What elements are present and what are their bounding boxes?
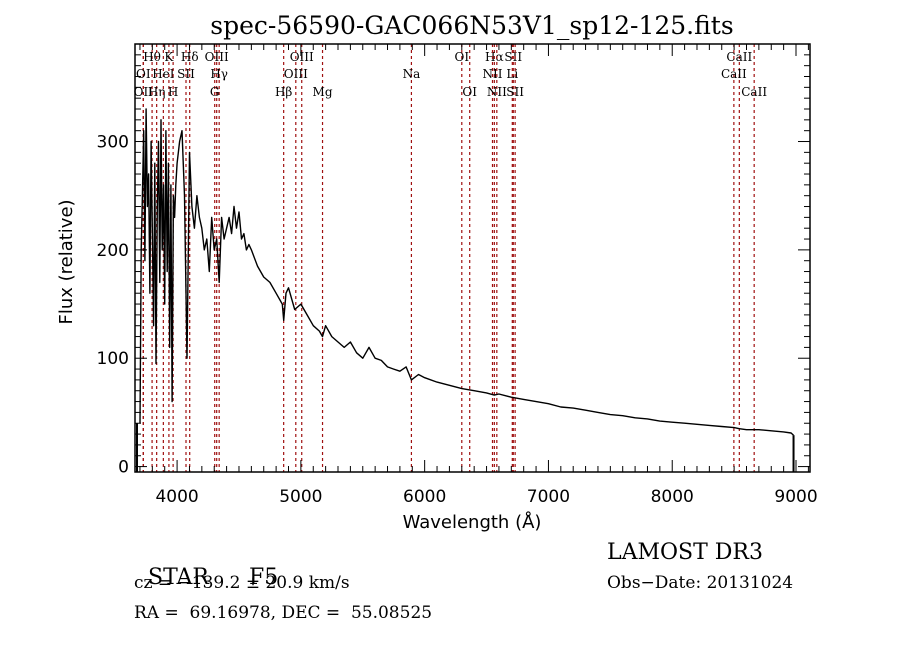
class-label: STAR <box>148 565 209 590</box>
line-marker-label: NII <box>487 85 507 99</box>
line-marker-label: OIII <box>284 67 308 81</box>
line-marker-label: OI <box>455 50 470 64</box>
line-marker-label: OI <box>462 85 477 99</box>
object-class: STAR F5 <box>134 540 278 590</box>
line-marker-label: CaII <box>726 50 752 64</box>
spectrum-layer <box>136 108 795 472</box>
x-tick-label: 6000 <box>403 487 446 507</box>
x-tick-label: 8000 <box>651 487 694 507</box>
chart-title: spec-56590-GAC066N53V1_sp12-125.fits <box>210 11 733 40</box>
line-marker-label: NII <box>482 67 502 81</box>
line-marker-label: SII <box>177 67 195 81</box>
line-marker-label: OI <box>136 67 151 81</box>
line-marker-label: Na <box>403 67 421 81</box>
x-axis-label: Wavelength (Å) <box>403 511 542 533</box>
y-tick-label: 0 <box>118 458 129 478</box>
obs-date: Obs−Date: 20131024 <box>607 573 794 593</box>
line-marker-label: Hη <box>148 85 166 99</box>
y-tick-label: 100 <box>97 349 129 369</box>
line-marker-label: Li <box>506 67 518 81</box>
y-axis-label: Flux (relative) <box>56 199 77 324</box>
plot-axes: 4000 5000 6000 7000 8000 9000 0 100 200 300 <box>97 43 818 507</box>
line-marker-label: K <box>164 50 174 64</box>
line-marker-label: Hδ <box>181 50 199 64</box>
line-marker-label: Hα <box>485 50 504 64</box>
y-tick-label: 200 <box>97 241 129 261</box>
line-marker-label: OIII <box>290 50 314 64</box>
line-marker-label: Hθ <box>143 50 161 64</box>
redshift-text: cz = −139.2 ± 20.9 km/s <box>134 573 350 593</box>
x-tick-label: 7000 <box>527 487 570 507</box>
line-marker-label: SII <box>506 85 524 99</box>
x-tick-label: 5000 <box>279 487 322 507</box>
line-marker-label: G <box>210 85 220 99</box>
line-marker-label: H <box>168 85 178 99</box>
line-marker-label: OIII <box>205 50 229 64</box>
plot-frame <box>134 43 811 473</box>
line-marker-label: Mg <box>313 85 333 99</box>
line-marker-label: Hγ <box>210 67 228 81</box>
line-marker-label: Hβ <box>275 85 292 99</box>
coordinates-text: RA = 69.16978, DEC = 55.08525 <box>134 603 433 623</box>
line-marker-label: CaII <box>741 85 767 99</box>
spectrum-line <box>139 108 794 436</box>
x-tick-label: 9000 <box>774 487 817 507</box>
line-marker-label: SII <box>504 50 522 64</box>
survey-label: LAMOST DR3 <box>607 540 763 565</box>
y-tick-label: 300 <box>97 133 129 153</box>
line-marker-label: CaII <box>721 67 747 81</box>
line-marker-label: HeI <box>152 67 175 81</box>
subclass-label: F5 <box>249 565 279 590</box>
x-tick-label: 4000 <box>155 487 198 507</box>
